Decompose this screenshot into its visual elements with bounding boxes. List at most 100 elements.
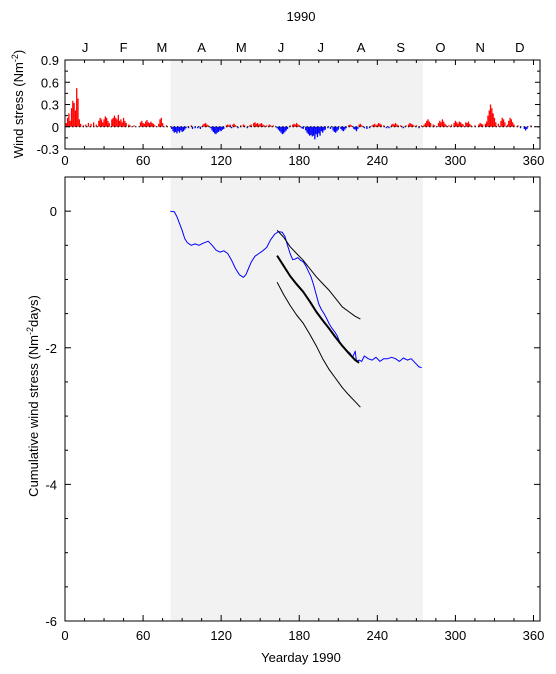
wind-stress-bar: [424, 123, 427, 127]
wind-stress-bar: [348, 125, 350, 127]
wind-stress-bar: [402, 126, 405, 129]
wind-stress-bar: [394, 123, 397, 127]
wind-stress-bar: [124, 120, 126, 127]
wind-stress-bar: [173, 126, 175, 133]
wind-stress-bar: [87, 123, 90, 127]
wind-stress-bar: [502, 119, 505, 127]
wind-stress-bar: [397, 125, 399, 127]
top-y-tick-label: 0.9: [41, 53, 59, 68]
wind-stress-bar: [160, 117, 162, 127]
cumulative-series-line-2: [276, 255, 360, 364]
wind-stress-bar: [410, 123, 412, 127]
wind-stress-bar: [297, 124, 299, 127]
wind-stress-bar: [306, 126, 308, 133]
bottom-y-tick-label: -4: [45, 477, 57, 492]
bottom-x-tick-label: 60: [136, 628, 150, 643]
wind-stress-bar: [292, 124, 294, 127]
top-y-axis-label-text: Wind stress (Nm: [11, 62, 26, 158]
wind-stress-bar: [82, 125, 84, 127]
wind-stress-bar: [237, 126, 239, 129]
month-label: O: [435, 40, 445, 55]
wind-stress-bar: [307, 126, 310, 135]
wind-stress-bar: [147, 122, 149, 127]
wind-stress-bar: [242, 124, 244, 127]
wind-stress-bar: [443, 121, 445, 127]
wind-stress-bar: [141, 120, 143, 127]
wind-stress-bar: [276, 126, 278, 129]
wind-stress-bar: [120, 119, 122, 127]
top-x-tick-label: 300: [445, 153, 467, 168]
wind-stress-bar: [441, 119, 444, 127]
wind-stress-bar: [232, 124, 234, 127]
wind-stress-bar: [525, 126, 527, 131]
wind-stress-bar: [357, 126, 359, 129]
month-label: F: [120, 40, 128, 55]
wind-stress-bar: [279, 126, 281, 132]
month-label: M: [236, 40, 247, 55]
wind-stress-bar: [440, 122, 442, 127]
wind-stress-bar: [102, 122, 104, 127]
wind-stress-bar: [368, 126, 371, 129]
wind-stress-bar: [73, 103, 75, 127]
wind-stress-bar: [519, 126, 522, 129]
wind-stress-bar: [227, 124, 229, 127]
wind-stress-bar: [517, 125, 519, 127]
wind-stress-bar: [437, 123, 440, 127]
wind-stress-bar: [108, 123, 110, 127]
top-x-tick-label: 0: [61, 153, 68, 168]
wind-stress-bar: [159, 119, 161, 127]
bottom-x-tick-label: 0: [61, 628, 68, 643]
wind-stress-bar: [482, 124, 484, 127]
wind-stress-bar: [139, 122, 142, 127]
wind-stress-bar: [104, 116, 106, 127]
wind-stress-bar: [233, 123, 235, 127]
top-y-tick-label: 0.3: [41, 98, 59, 113]
wind-stress-bar: [262, 124, 264, 127]
wind-stress-bar: [250, 124, 252, 127]
bottom-shaded-season: [170, 177, 423, 621]
figure-year-title: 1990: [287, 9, 316, 24]
wind-stress-bar: [294, 124, 296, 127]
wind-stress-bar: [301, 126, 303, 129]
wind-stress-bar: [510, 119, 513, 127]
top-x-tick-label: 120: [210, 153, 232, 168]
wind-stress-bar: [333, 126, 336, 132]
wind-stress-bar: [249, 125, 251, 127]
wind-stress-bar: [225, 125, 228, 127]
wind-stress-bars: [65, 88, 532, 140]
wind-stress-bar: [176, 126, 178, 134]
wind-stress-bar: [228, 125, 230, 127]
wind-stress-bar: [461, 123, 463, 127]
wind-stress-bar: [493, 117, 496, 127]
wind-stress-bar: [181, 126, 183, 132]
wind-stress-bar: [255, 123, 257, 127]
top-x-tick-label: 180: [288, 153, 310, 168]
wind-stress-bar: [488, 110, 490, 127]
wind-stress-bar: [433, 125, 436, 127]
wind-stress-bar: [119, 120, 121, 127]
wind-stress-bar: [293, 123, 295, 127]
wind-stress-bar: [145, 121, 147, 127]
wind-stress-bar: [105, 117, 108, 127]
bottom-plot-frame: [64, 176, 541, 622]
wind-stress-bar: [355, 126, 358, 132]
wind-stress-bar: [243, 125, 246, 127]
wind-stress-bar: [111, 119, 113, 127]
top-y-tick-label: 0: [52, 120, 59, 135]
wind-stress-bar: [305, 126, 307, 131]
wind-stress-bar: [263, 125, 265, 127]
wind-stress-bar: [121, 122, 123, 127]
wind-stress-bar: [376, 124, 378, 127]
wind-stress-bar: [203, 123, 205, 127]
top-shaded-season: [170, 60, 423, 149]
month-label: M: [157, 40, 168, 55]
wind-stress-bar: [379, 123, 381, 127]
wind-stress-bar: [526, 126, 528, 129]
wind-stress-bar: [466, 123, 468, 127]
bottom-x-tick-label: 300: [445, 628, 467, 643]
wind-stress-bar: [172, 126, 174, 132]
wind-stress-bar: [190, 125, 192, 127]
wind-stress-bar: [409, 123, 411, 127]
month-label: J: [317, 40, 324, 55]
